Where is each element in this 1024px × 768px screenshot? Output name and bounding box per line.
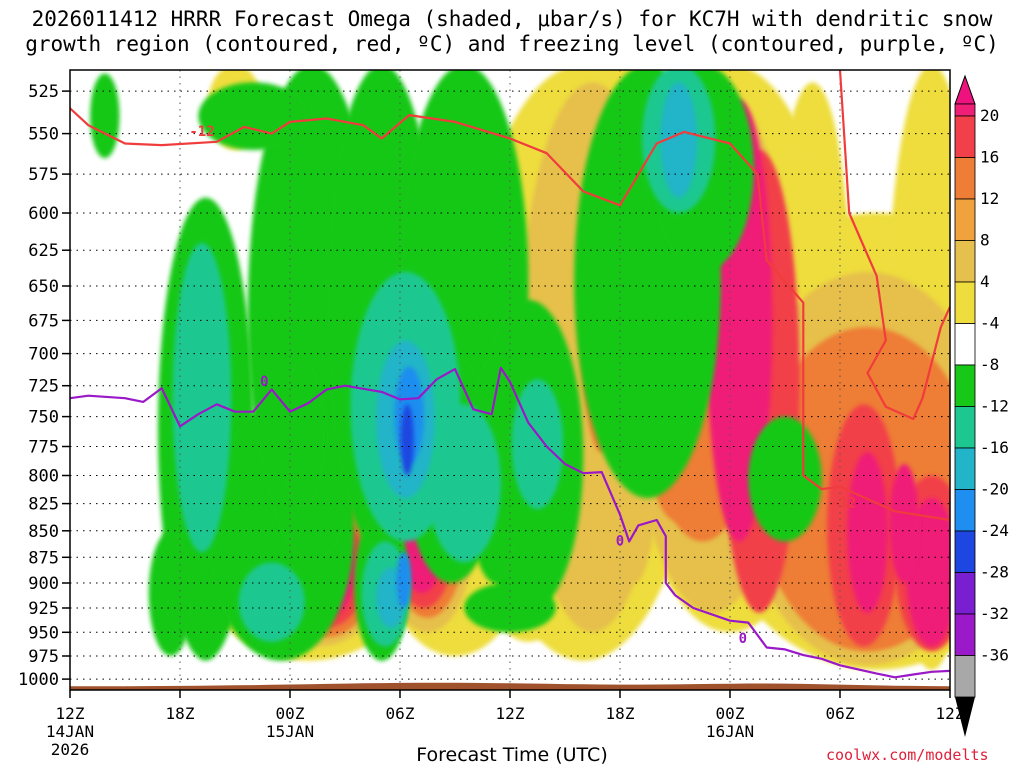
colorbar-swatch (954, 655, 976, 698)
y-tick-label: 900 (28, 574, 59, 594)
x-tick-label: 06Z (826, 704, 855, 723)
contour-label: 0 (616, 534, 624, 550)
omega-region-pink (847, 452, 888, 613)
colorbar-swatch (954, 240, 976, 283)
y-tick-label: 575 (28, 165, 59, 185)
colorbar-label: -28 (980, 563, 1009, 582)
omega-region-dblue (400, 404, 414, 476)
colorbar-swatch (954, 447, 976, 490)
contour-line-0 (70, 107, 950, 522)
y-tick-label: 650 (28, 277, 59, 297)
y-tick-label: 875 (28, 548, 59, 568)
colorbar-label: -12 (980, 397, 1009, 416)
y-tick-label: 825 (28, 495, 59, 515)
colorbar-label: -20 (980, 480, 1009, 499)
x-tick-label: 00Z (276, 704, 305, 723)
colorbar-label: 16 (980, 148, 999, 167)
omega-region-green (279, 360, 327, 510)
colorbar-swatch (954, 323, 976, 366)
y-tick-label: 550 (28, 125, 59, 145)
colorbar-label: 20 (980, 106, 999, 125)
colorbar-label: 12 (980, 189, 999, 208)
omega-region-green (198, 82, 309, 150)
y-tick-label: 625 (28, 241, 59, 261)
colorbar-label: -36 (980, 646, 1009, 665)
colorbar-label: 4 (980, 272, 990, 291)
x-tick-date: 16JAN (706, 722, 754, 741)
colorbar-swatch (954, 115, 976, 158)
contour-layer (70, 70, 950, 679)
x-tick-label: 12Z (496, 704, 525, 723)
x-axis-title: Forecast Time (UTC) (416, 744, 608, 766)
y-tick-label: 975 (28, 647, 59, 667)
y-tick-label: 675 (28, 311, 59, 331)
colorbar-swatch (954, 530, 976, 573)
colorbar-label: -8 (980, 355, 999, 374)
omega-region-blue (396, 552, 412, 608)
x-tick-date: 15JAN (266, 722, 314, 741)
omega-region-green (464, 582, 556, 633)
omega-region-teal (172, 242, 232, 553)
contour-label: 0 (260, 374, 268, 390)
x-tick-year: 2026 (51, 740, 90, 759)
colorbar-swatch (954, 572, 976, 615)
y-tick-label: 1000 (18, 670, 59, 690)
y-tick-label: 850 (28, 522, 59, 542)
colorbar-swatch (954, 364, 976, 407)
omega-region-teal (238, 562, 305, 642)
colorbar-arrow-bottom (955, 697, 975, 737)
contour-labels: -12 -12 0 0 0 (189, 124, 856, 647)
y-tick-label: 800 (28, 467, 59, 487)
y-tick-label: 950 (28, 623, 59, 643)
chart-title-line1: 2026011412 HRRR Forecast Omega (shaded, … (31, 7, 993, 31)
colorbar-swatch (954, 157, 976, 200)
omega-region-green (148, 530, 193, 657)
omega-region-pink (889, 464, 919, 583)
contour-label: 0 (739, 631, 747, 647)
contour-label: -12 (831, 496, 856, 512)
omega-region-cyan (660, 82, 697, 198)
colorbar-label: -24 (980, 521, 1009, 540)
colorbar-arrow-top (954, 74, 976, 105)
x-tick-label: 18Z (166, 704, 195, 723)
credit-link[interactable]: coolwx.com/modelts (826, 746, 989, 764)
x-tick-label: 06Z (386, 704, 415, 723)
y-tick-label: 700 (28, 345, 59, 365)
y-tick-label: 775 (28, 438, 59, 458)
y-tick-label: 750 (28, 408, 59, 428)
y-tick-label: 925 (28, 599, 59, 619)
y-tick-label: 725 (28, 377, 59, 397)
colorbar-label: -32 (980, 604, 1009, 623)
contour-line-2 (70, 366, 950, 679)
y-axis: 525 550 575 600 625 650 675 700 725 750 775 800 825 8… (18, 82, 70, 690)
colorbar-swatch (954, 489, 976, 532)
colorbar-swatch (954, 103, 976, 117)
colorbar-label: -4 (980, 314, 999, 333)
y-tick-label: 525 (28, 82, 59, 102)
colorbar-swatch (954, 281, 976, 324)
colorbar-label: 8 (980, 231, 990, 250)
omega-shading (90, 70, 950, 670)
omega-region-teal (511, 379, 564, 510)
omega-region-teal (427, 404, 501, 563)
x-tick-label: 18Z (606, 704, 635, 723)
chart-title-line2: growth region (contoured, red, ºC) and f… (25, 32, 999, 56)
omega-region-green (748, 416, 822, 542)
y-tick-label: 600 (28, 204, 59, 224)
omega-region-green (90, 73, 120, 159)
colorbar-label: -16 (980, 438, 1009, 457)
contour-label: -12 (189, 124, 214, 140)
contour-line-1 (838, 70, 950, 421)
colorbar-swatch (954, 613, 976, 656)
x-tick-label: 12Z (56, 704, 85, 723)
colorbar-swatch (954, 406, 976, 449)
colorbar: 20 16 12 8 4 -4 -8 -12 -16 -20 -24 -28 -32 -36 (954, 74, 1009, 737)
colorbar-swatch (954, 198, 976, 241)
x-tick-label: 00Z (716, 704, 745, 723)
x-tick-label: 12Z (936, 704, 965, 723)
x-tick-date: 14JAN (46, 722, 94, 741)
